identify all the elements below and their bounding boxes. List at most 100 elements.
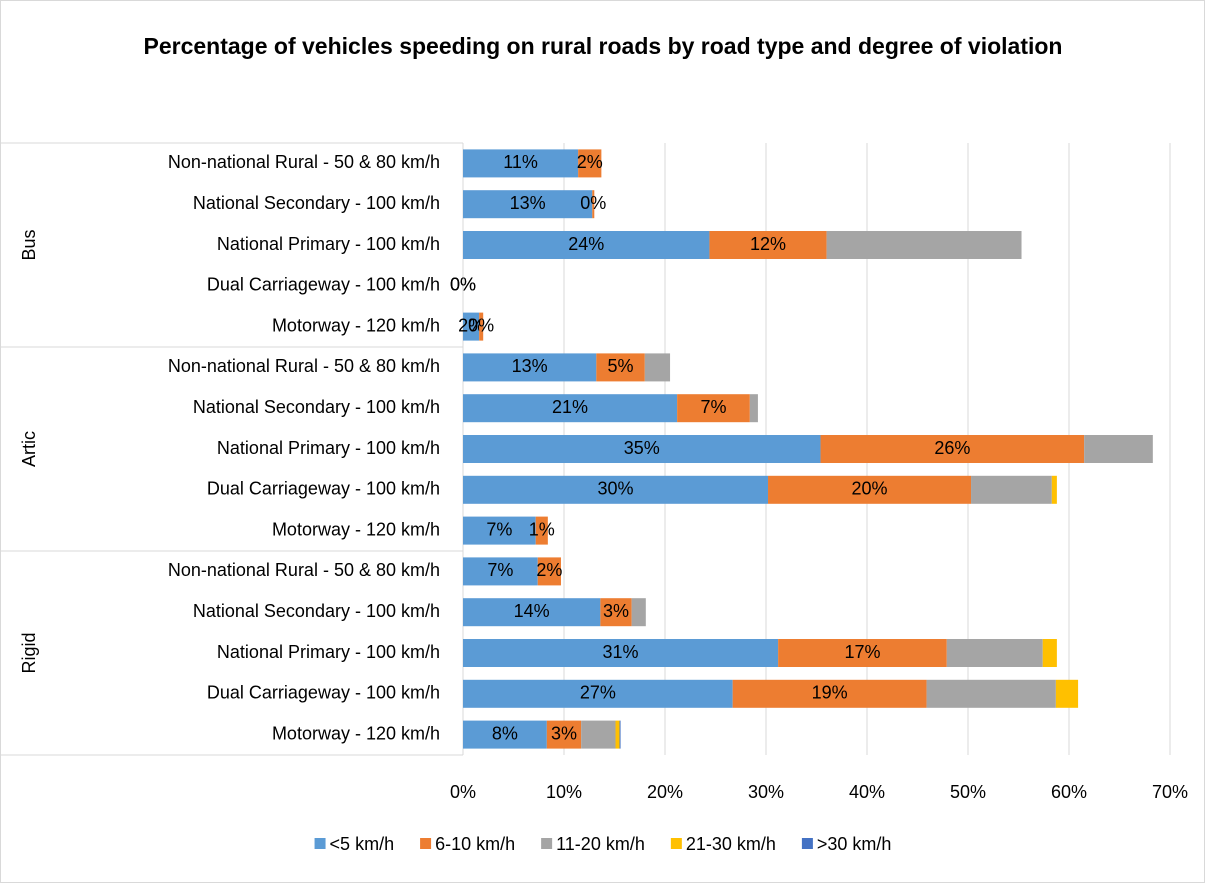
bar-segment [596, 353, 645, 382]
y-tick-label: National Secondary - 100 km/h [193, 193, 440, 213]
x-tick-label: 50% [950, 782, 986, 802]
legend-label: >30 km/h [817, 834, 892, 854]
legend-label: 21-30 km/h [686, 834, 776, 854]
data-label: 12% [750, 234, 786, 254]
bar-segment [677, 394, 750, 423]
y-tick-label: National Secondary - 100 km/h [193, 397, 440, 417]
data-label: 35% [624, 438, 660, 458]
bar-segment [578, 149, 602, 178]
group-label: Bus [19, 229, 39, 260]
bar-segment [1084, 435, 1153, 463]
bar-segment [826, 231, 1022, 259]
legend-swatch [670, 838, 682, 849]
data-label: 31% [603, 642, 639, 662]
bar-segment [820, 435, 1085, 463]
data-label: 26% [934, 438, 970, 458]
y-tick-label: National Primary - 100 km/h [217, 234, 440, 254]
data-label: 2% [577, 152, 603, 172]
legend-label: 11-20 km/h [556, 834, 645, 854]
legend-swatch [801, 838, 813, 849]
y-tick-label: National Secondary - 100 km/h [193, 601, 440, 621]
data-label: 17% [844, 642, 880, 662]
y-tick-label: Motorway - 120 km/h [272, 315, 440, 335]
y-tick-label: National Primary - 100 km/h [217, 642, 440, 662]
bar-segment [1055, 679, 1079, 708]
data-label: 3% [551, 723, 577, 743]
bar-segment [768, 475, 972, 504]
bar-segment [592, 190, 595, 219]
bar-segment [600, 598, 632, 627]
data-label: 14% [514, 601, 550, 621]
legend-swatch [541, 838, 553, 849]
x-tick-label: 0% [450, 782, 476, 802]
group-label: Artic [19, 431, 39, 467]
y-tick-label: Non-national Rural - 50 & 80 km/h [168, 152, 440, 172]
bar-segment [581, 720, 616, 749]
legend-label: <5 km/h [330, 834, 395, 854]
bar-segment [946, 639, 1043, 667]
bar-segment [971, 475, 1052, 504]
data-label: 2% [458, 315, 484, 335]
bar-segment [926, 679, 1056, 708]
bar-segment [1042, 639, 1057, 667]
data-label: 21% [552, 397, 588, 417]
bar-segment [644, 353, 671, 382]
bar-segment [463, 639, 779, 667]
y-tick-label: National Primary - 100 km/h [217, 438, 440, 458]
bar-segment [463, 557, 538, 586]
data-label: 27% [580, 683, 616, 703]
data-label: 13% [510, 193, 546, 213]
x-tick-label: 60% [1051, 782, 1087, 802]
data-label: 8% [492, 723, 518, 743]
data-label: 0% [450, 275, 476, 295]
bar-segment [615, 720, 620, 749]
bar-segment [535, 516, 548, 545]
legend-swatch [420, 838, 432, 849]
bar-segment [749, 394, 758, 423]
bar-segment [463, 679, 733, 708]
bar-segment [619, 720, 621, 749]
data-label: 0% [468, 315, 494, 335]
bar-segment [537, 557, 561, 586]
bar-segment [732, 679, 927, 708]
bar-segment [463, 312, 480, 341]
bar-segment [778, 639, 947, 667]
y-tick-label: Dual Carriageway - 100 km/h [207, 683, 440, 703]
bar-segment [479, 312, 484, 341]
y-tick-label: Motorway - 120 km/h [272, 519, 440, 539]
data-label: 3% [603, 601, 629, 621]
x-tick-label: 40% [849, 782, 885, 802]
y-tick-label: Motorway - 120 km/h [272, 723, 440, 743]
y-tick-label: Non-national Rural - 50 & 80 km/h [168, 356, 440, 376]
bar-segment [631, 598, 646, 627]
data-label: 2% [536, 560, 562, 580]
bar-segment [463, 231, 710, 259]
data-label: 11% [503, 152, 538, 172]
x-tick-label: 20% [647, 782, 683, 802]
data-label: 13% [512, 356, 548, 376]
data-label: 30% [597, 479, 633, 499]
bar-segment [463, 516, 536, 545]
data-label: 1% [529, 519, 555, 539]
bar-segment [1051, 475, 1057, 504]
data-label: 5% [608, 356, 634, 376]
bar-segment [463, 435, 821, 463]
data-label: 24% [568, 234, 604, 254]
y-tick-label: Dual Carriageway - 100 km/h [207, 479, 440, 499]
x-tick-label: 10% [546, 782, 582, 802]
legend-label: 6-10 km/h [435, 834, 515, 854]
bar-segment [463, 475, 769, 504]
bar-segment [463, 149, 579, 178]
legend-swatch [314, 838, 326, 849]
bar-segment [463, 190, 593, 219]
bar-segment [546, 720, 582, 749]
bar-segment [463, 394, 678, 423]
data-label: 20% [852, 479, 888, 499]
data-label: 7% [700, 397, 726, 417]
y-tick-label: Dual Carriageway - 100 km/h [207, 275, 440, 295]
x-tick-label: 70% [1152, 782, 1188, 802]
data-label: 19% [812, 683, 848, 703]
bar-segment [463, 353, 597, 382]
